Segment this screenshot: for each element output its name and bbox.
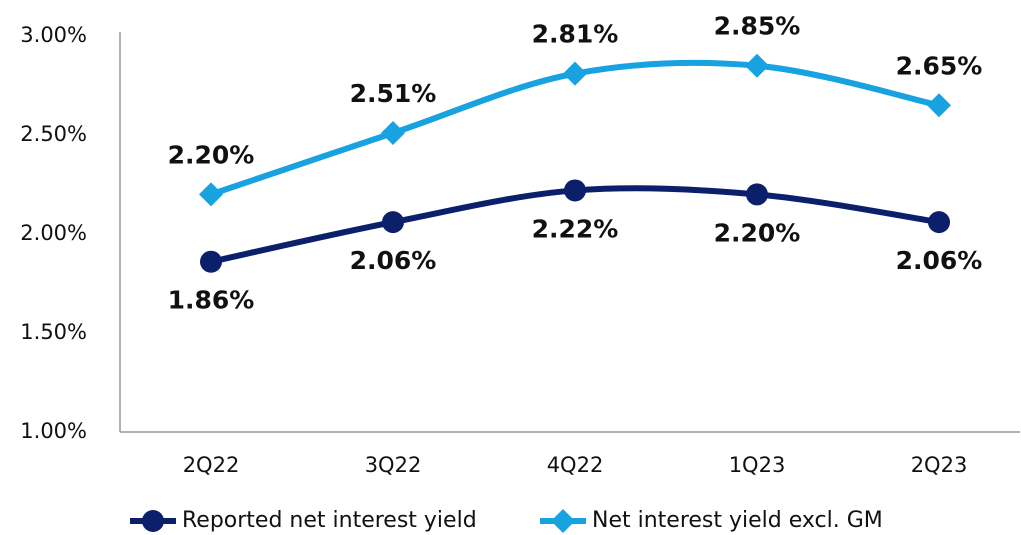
data-label: 2.51% [350, 79, 437, 108]
legend-label: Net interest yield excl. GM [592, 508, 883, 533]
y-tick-label: 1.50% [20, 320, 87, 344]
y-tick-label: 1.00% [20, 419, 87, 443]
data-point [746, 183, 768, 206]
data-label: 2.65% [896, 51, 983, 80]
data-label: 2.85% [714, 12, 801, 41]
y-tick-label: 2.00% [20, 221, 87, 245]
data-point [199, 182, 223, 207]
legend-label: Reported net interest yield [182, 508, 477, 533]
data-label: 2.22% [532, 214, 619, 243]
x-tick-label: 2Q22 [183, 453, 240, 477]
x-tick-label: 3Q22 [365, 453, 422, 477]
y-tick-label: 2.50% [20, 122, 87, 146]
data-point [200, 250, 222, 273]
data-label: 1.86% [168, 286, 255, 315]
data-label: 2.06% [350, 246, 437, 275]
legend-marker [551, 509, 575, 533]
x-tick-label: 2Q23 [911, 453, 968, 477]
data-point [928, 211, 950, 234]
data-label: 2.06% [896, 246, 983, 275]
data-point [563, 61, 587, 86]
data-label: 2.20% [168, 140, 255, 169]
legend-marker [142, 510, 164, 532]
data-point [381, 121, 405, 146]
data-label: 2.20% [714, 218, 801, 247]
data-point [745, 53, 769, 78]
data-point [564, 179, 586, 202]
data-label: 2.81% [532, 20, 619, 49]
y-tick-label: 3.00% [20, 23, 87, 47]
x-tick-label: 4Q22 [547, 453, 604, 477]
x-tick-label: 1Q23 [729, 453, 786, 477]
data-point [927, 93, 951, 118]
data-point [382, 211, 404, 234]
